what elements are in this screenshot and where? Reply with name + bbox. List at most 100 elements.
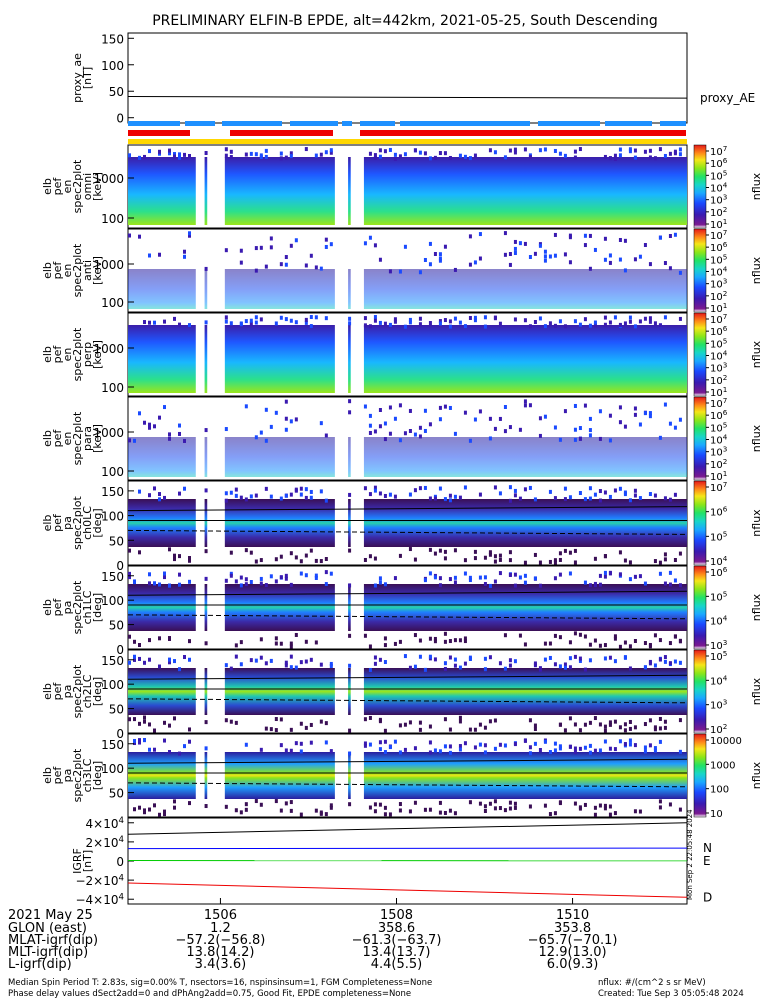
- heatmap-pixel: [618, 237, 622, 242]
- colorbar-4-tick-label: 104: [710, 433, 728, 447]
- heatmap-pixel: [438, 321, 442, 326]
- heatmap-pixel: [608, 413, 612, 418]
- heatmap-pixel: [428, 571, 432, 576]
- heatmap-pixel: [598, 498, 602, 503]
- heatmap-pixel: [304, 317, 308, 322]
- heatmap-pixel: [533, 497, 537, 502]
- heatmap-pixel: [148, 722, 151, 727]
- heatmap-pixel: [269, 727, 273, 732]
- heatmap-pixel: [593, 323, 597, 328]
- heatmap-pixel: [463, 485, 467, 490]
- heatmap-pixel: [254, 559, 258, 564]
- x-axis-row-value: 3.4(3.6): [195, 957, 247, 972]
- heatmap-pixel: [498, 571, 502, 576]
- heatmap-pixel: [493, 559, 497, 564]
- heatmap-pixel: [438, 583, 442, 588]
- heatmap-pixel: [383, 437, 387, 442]
- heatmap-pixel: [363, 557, 367, 562]
- heatmap-pixel: [513, 150, 517, 155]
- heatmap-pixel: [618, 739, 622, 744]
- heatmap-pixel: [148, 572, 151, 577]
- heatmap-pixel: [244, 497, 248, 502]
- heatmap-pixel: [603, 806, 607, 811]
- heatmap-pixel: [493, 426, 497, 431]
- heatmap-pixel: [259, 655, 263, 660]
- heatmap-pixel: [254, 320, 258, 325]
- heatmap-pixel: [623, 424, 627, 429]
- colorbar-1-tick-label: 106: [710, 156, 728, 170]
- heatmap-pixel: [633, 257, 637, 262]
- heatmap-pixel: [588, 658, 592, 663]
- heatmap-pixel: [648, 148, 652, 153]
- heatmap-pixel: [458, 665, 462, 670]
- heatmap-pixel: [299, 492, 303, 497]
- heatmap-pixel: [289, 748, 293, 753]
- heatmap-pixel: [259, 802, 263, 807]
- heatmap-pixel: [478, 575, 482, 580]
- heatmap-pixel: [523, 399, 527, 404]
- heatmap-pixel: [188, 231, 191, 236]
- heatmap-pixel: [398, 750, 402, 755]
- heatmap-pixel: [319, 152, 323, 157]
- status-bar-red-segment: [128, 130, 190, 136]
- heatmap-pixel: [388, 431, 392, 436]
- heatmap-pixel: [418, 720, 422, 725]
- heatmap-pixel: [239, 640, 243, 645]
- heatmap-pixel: [573, 560, 577, 565]
- heatmap-pixel: [463, 571, 467, 576]
- heatmap-pixel: [393, 576, 397, 581]
- heatmap-pixel: [329, 805, 333, 810]
- heatmap-pixel: [638, 319, 642, 324]
- heatmap-pixel: [204, 549, 208, 554]
- heatmap-pixel: [623, 268, 627, 273]
- heatmap-pixel: [168, 636, 171, 641]
- heatmap-pixel: [533, 251, 537, 256]
- panel-0-ytick-label: 50: [109, 85, 124, 99]
- heatmap-pixel: [628, 498, 632, 503]
- heatmap-pixel: [178, 582, 181, 587]
- heatmap-pixel: [623, 321, 627, 326]
- heatmap-pixel: [633, 743, 637, 748]
- heatmap-block: [204, 668, 208, 715]
- heatmap-pixel: [483, 804, 487, 809]
- heatmap-pixel: [398, 438, 402, 443]
- heatmap-pixel: [348, 321, 352, 326]
- heatmap-pixel: [673, 578, 677, 583]
- heatmap-pixel: [249, 318, 253, 323]
- heatmap-pixel: [299, 812, 303, 817]
- heatmap-pixel: [443, 744, 447, 749]
- heatmap-pixel: [443, 810, 447, 815]
- heatmap-pixel: [588, 486, 592, 491]
- heatmap-pixel: [508, 572, 512, 577]
- heatmap-pixel: [148, 149, 151, 154]
- panel-6-ylabel: elb: [41, 599, 54, 616]
- heatmap-pixel: [259, 576, 263, 581]
- heatmap-block: [204, 499, 208, 547]
- heatmap-pixel: [453, 663, 457, 668]
- heatmap-pixel: [274, 321, 278, 326]
- heatmap-pixel: [538, 747, 542, 752]
- heatmap-block: [224, 325, 335, 393]
- heatmap-pixel: [473, 745, 477, 750]
- heatmap-pixel: [269, 245, 273, 250]
- heatmap-pixel: [398, 808, 402, 813]
- heatmap-pixel: [668, 641, 672, 646]
- panel-7-ytick-label: 150: [101, 654, 124, 668]
- heatmap-pixel: [408, 317, 412, 322]
- heatmap-pixel: [163, 812, 166, 817]
- heatmap-pixel: [264, 407, 268, 412]
- panel-7-ytick-label: 0: [116, 727, 124, 741]
- heatmap-pixel: [428, 547, 432, 552]
- heatmap-pixel: [493, 150, 497, 155]
- heatmap-pixel: [363, 241, 367, 246]
- heatmap-pixel: [398, 723, 402, 728]
- heatmap-pixel: [633, 493, 637, 498]
- heatmap-pixel: [348, 492, 352, 497]
- heatmap-pixel: [623, 640, 627, 645]
- heatmap-pixel: [224, 248, 228, 253]
- heatmap-pixel: [138, 738, 141, 743]
- heatmap-pixel: [448, 319, 452, 324]
- heatmap-pixel: [583, 634, 587, 639]
- heatmap-pixel: [423, 428, 427, 433]
- heatmap-pixel: [593, 812, 597, 817]
